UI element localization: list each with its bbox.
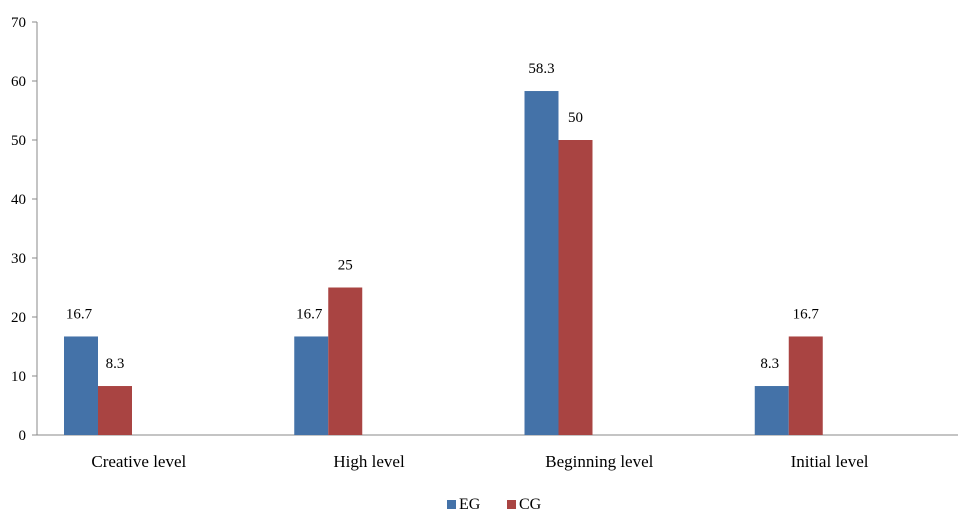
- y-tick-label: 20: [11, 310, 26, 326]
- x-category-label: High level: [333, 452, 405, 471]
- data-label-eg-2: 58.3: [528, 61, 554, 77]
- y-tick-label: 60: [11, 74, 26, 90]
- y-tick-label: 30: [11, 251, 26, 267]
- legend-swatch-eg: [447, 500, 456, 509]
- y-axis-ticks: 0 10 20 30 40 50 60 70: [11, 15, 37, 444]
- y-tick-label: 50: [11, 133, 26, 149]
- bar-cg-3: [788, 336, 823, 435]
- bar-cg-1: [328, 287, 363, 435]
- x-category-label: Initial level: [791, 452, 869, 471]
- legend: EG CG: [447, 496, 542, 513]
- x-category-label: Beginning level: [545, 452, 653, 471]
- legend-swatch-cg: [507, 500, 516, 509]
- bar-eg-1: [294, 336, 329, 435]
- bar-cg-0: [98, 386, 132, 435]
- y-tick-label: 40: [11, 192, 26, 208]
- y-tick-label: 70: [11, 15, 26, 31]
- x-axis-labels: Creative level High level Beginning level I…: [91, 452, 868, 471]
- data-label-eg-1: 16.7: [296, 306, 323, 322]
- data-label-cg-3: 16.7: [793, 306, 820, 322]
- data-label-cg-0: 8.3: [106, 356, 125, 372]
- legend-label-cg: CG: [519, 496, 542, 513]
- bars: [64, 91, 823, 435]
- bar-cg-2: [558, 140, 593, 435]
- bar-eg-3: [754, 386, 789, 435]
- data-label-eg-0: 16.7: [66, 306, 93, 322]
- data-label-eg-3: 8.3: [760, 356, 779, 372]
- x-category-label: Creative level: [91, 452, 186, 471]
- legend-label-eg: EG: [459, 496, 481, 513]
- data-label-cg-1: 25: [338, 258, 353, 274]
- data-label-cg-2: 50: [568, 110, 583, 126]
- bar-eg-0: [64, 336, 98, 435]
- y-tick-label: 0: [19, 428, 27, 444]
- data-labels: 16.7 16.7 58.3 8.3 8.3 25 50 16.7: [66, 61, 820, 372]
- y-tick-label: 10: [11, 369, 26, 385]
- bar-eg-2: [524, 91, 559, 435]
